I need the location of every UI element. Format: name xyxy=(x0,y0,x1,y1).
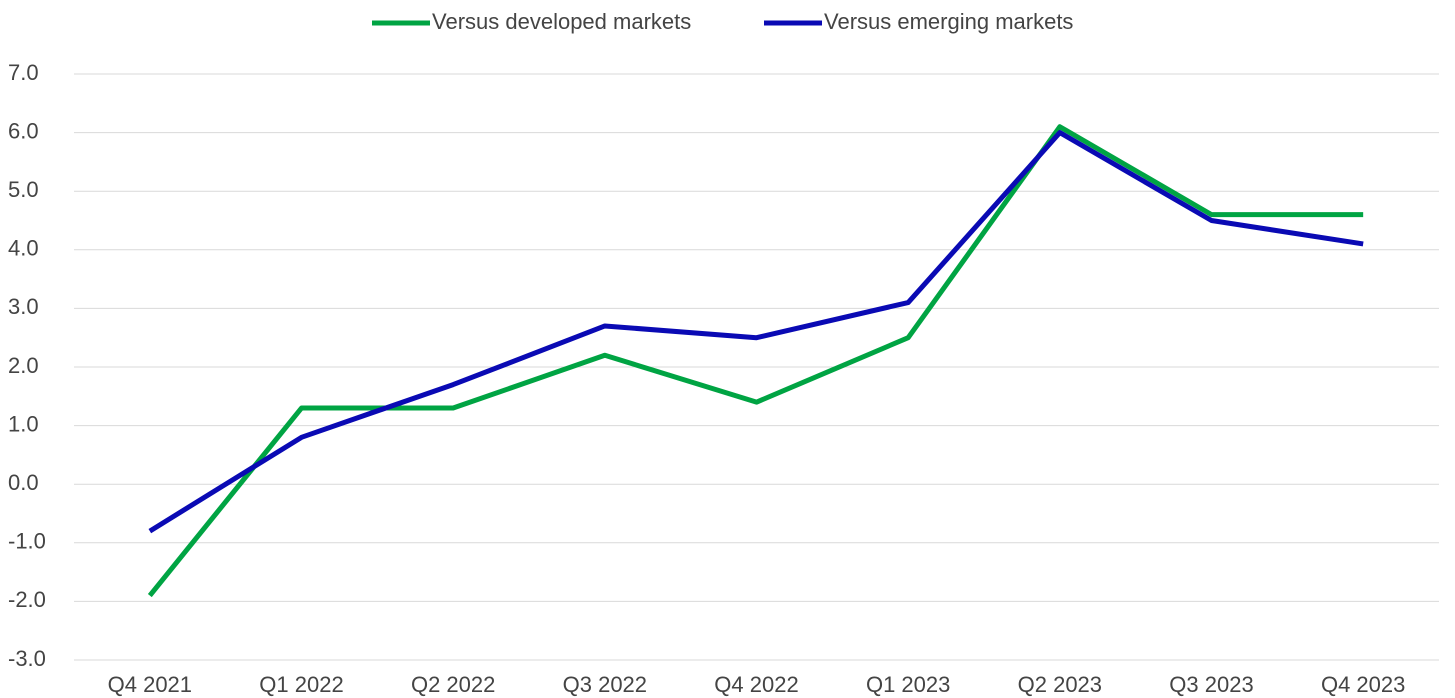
y-tick-label: -3.0 xyxy=(8,646,46,671)
series-line xyxy=(148,130,1364,534)
y-tick-label: -1.0 xyxy=(8,529,46,554)
y-tick-label: 0.0 xyxy=(8,470,39,495)
y-tick-label: 3.0 xyxy=(8,294,39,319)
x-tick-label: Q2 2023 xyxy=(1018,672,1102,697)
legend-label: Versus developed markets xyxy=(432,9,691,34)
x-tick-label: Q1 2022 xyxy=(259,672,343,697)
y-tick-label: 5.0 xyxy=(8,177,39,202)
x-tick-label: Q2 2022 xyxy=(411,672,495,697)
y-tick-label: 4.0 xyxy=(8,236,39,261)
x-tick-label: Q4 2021 xyxy=(108,672,192,697)
series-line xyxy=(147,124,1364,598)
x-tick-label: Q3 2023 xyxy=(1169,672,1253,697)
x-tick-label: Q4 2023 xyxy=(1321,672,1405,697)
x-tick-label: Q3 2022 xyxy=(563,672,647,697)
y-tick-label: 6.0 xyxy=(8,118,39,143)
x-tick-label: Q4 2022 xyxy=(714,672,798,697)
y-tick-label: 7.0 xyxy=(8,60,39,85)
y-tick-label: -2.0 xyxy=(8,587,46,612)
y-tick-label: 1.0 xyxy=(8,411,39,436)
y-tick-label: 2.0 xyxy=(8,353,39,378)
legend-label: Versus emerging markets xyxy=(824,9,1073,34)
x-tick-label: Q1 2023 xyxy=(866,672,950,697)
